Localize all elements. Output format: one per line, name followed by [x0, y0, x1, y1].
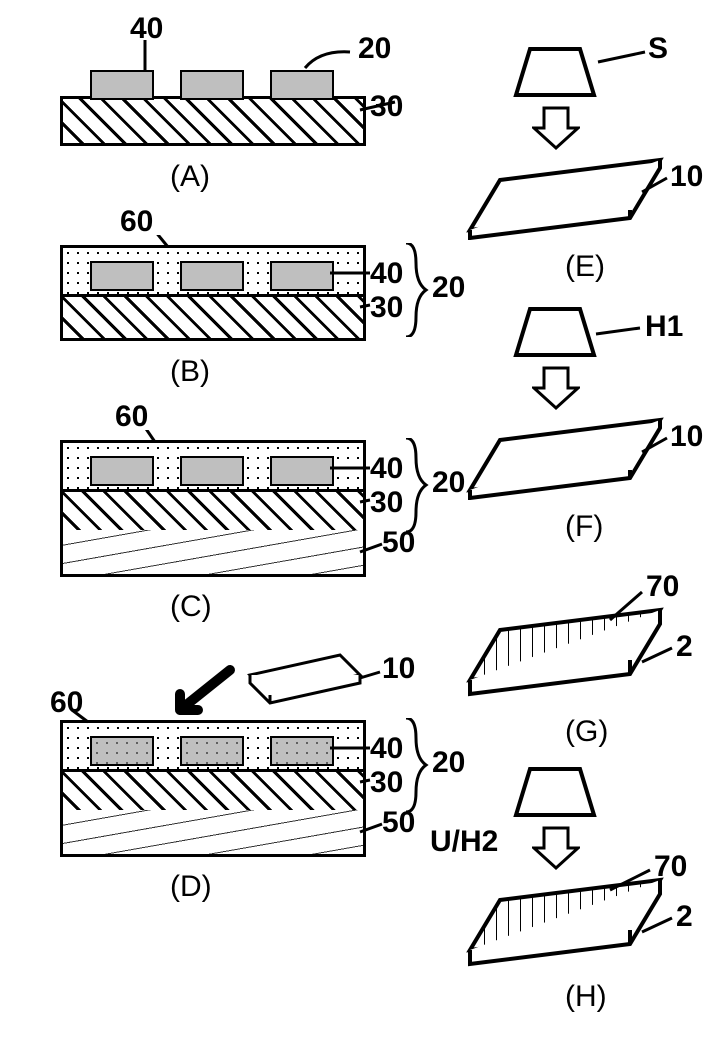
panel-E: S 10	[460, 50, 720, 250]
lead-E	[460, 50, 720, 250]
brace-20-C	[402, 438, 432, 532]
panel-B: 60 40 30 20	[60, 235, 420, 395]
process-diagram: 40 20 30 (A) 60 40 30 20 (B)	[20, 20, 727, 1020]
label-60-B: 60	[120, 205, 153, 239]
panel-H: U/H2 70 2	[460, 770, 720, 990]
panel-F: H1 10	[460, 310, 720, 510]
label-40-D: 40	[370, 732, 403, 766]
label-30-D: 30	[370, 766, 403, 800]
label-20-B: 20	[432, 271, 465, 305]
label-30-C: 30	[370, 486, 403, 520]
label-S: S	[648, 32, 668, 66]
label-40-B: 40	[370, 257, 403, 291]
label-30: 30	[370, 90, 403, 124]
brace-20-D	[402, 718, 432, 812]
label-H1: H1	[645, 310, 683, 344]
label-20: 20	[358, 32, 391, 66]
panel-letter-A: (A)	[170, 160, 210, 194]
label-10-E: 10	[670, 160, 703, 194]
label-70-H: 70	[654, 850, 687, 884]
leads-B	[60, 235, 420, 395]
label-40-C: 40	[370, 452, 403, 486]
leads-C	[60, 430, 420, 620]
leads-D	[60, 660, 420, 900]
label-60-D: 60	[50, 686, 83, 720]
label-2-G: 2	[676, 630, 693, 664]
panel-letter-C: (C)	[170, 590, 212, 624]
label-40: 40	[130, 12, 163, 46]
panel-A: 40 20 30	[60, 40, 420, 200]
label-70-G: 70	[646, 570, 679, 604]
panel-D: 60 10 40 30 50 20	[60, 660, 420, 900]
label-10-D: 10	[382, 652, 415, 686]
panel-C: 60 40 30 50 20	[60, 430, 420, 620]
label-60-C: 60	[115, 400, 148, 434]
panel-letter-H: (H)	[565, 980, 607, 1014]
panel-letter-F: (F)	[565, 510, 603, 544]
label-30-B: 30	[370, 291, 403, 325]
panel-letter-E: (E)	[565, 250, 605, 284]
label-2-H: 2	[676, 900, 693, 934]
panel-letter-D: (D)	[170, 870, 212, 904]
label-10-F: 10	[670, 420, 703, 454]
panel-letter-G: (G)	[565, 715, 608, 749]
label-UH2: U/H2	[430, 825, 498, 859]
brace-20-B	[402, 243, 432, 337]
panel-letter-B: (B)	[170, 355, 210, 389]
